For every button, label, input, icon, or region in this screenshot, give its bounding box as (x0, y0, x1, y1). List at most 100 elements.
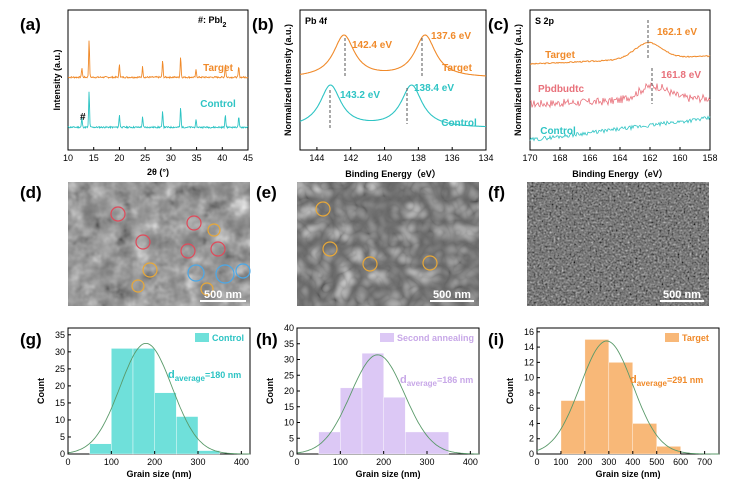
panel-c: (c) S 2p 162.1 eV 161.8 eV Target Pbdbud… (488, 9, 718, 179)
tick-label: 0 (289, 449, 294, 459)
tick-label: 500 (649, 457, 664, 467)
tick-label: 8 (529, 388, 534, 398)
panel-e-scale-label: 500 nm (433, 289, 471, 301)
panel-d-scale-label: 500 nm (204, 289, 242, 301)
tick-label: 700 (697, 457, 712, 467)
panel-b-xticks: 144 142 140 138 136 134 (309, 147, 494, 163)
panel-h-letter: (h) (256, 330, 278, 349)
panel-i-ylabel: Count (505, 378, 515, 404)
panel-f-scale-label: 500 nm (663, 289, 701, 301)
tick-label: 300 (419, 457, 434, 467)
panel-c-label-control: Control (540, 126, 576, 137)
tick-label: 20 (55, 381, 65, 391)
panel-b-control-trace (299, 84, 486, 128)
tick-label: 20 (284, 386, 294, 396)
tick-label: 45 (243, 153, 253, 163)
panel-c-xlabel: Binding Energy（eV） (572, 169, 668, 179)
panel-g-legend: Control (212, 333, 244, 343)
histogram-bar (656, 446, 681, 455)
panel-g-bars (89, 348, 220, 455)
tick-label: 100 (333, 457, 348, 467)
tick-label: 16 (524, 327, 534, 337)
histogram-bar (383, 397, 406, 455)
histogram-bar (176, 416, 199, 455)
tick-label: 300 (190, 457, 205, 467)
panel-c-pbdbudtc-trace (529, 82, 711, 109)
tick-label: 35 (192, 153, 202, 163)
panel-h-ticks: 0 100 200 300 400 0 5 10 15 20 25 30 35 40 (284, 323, 478, 467)
panel-c-letter: (c) (488, 15, 509, 34)
panel-d-circles (110, 206, 251, 296)
panel-c-ylabel: Normalized Intensity (a.u.) (513, 24, 523, 136)
panel-a: (a) #: PbI2 Target Control # 10 15 20 25 30 3… (20, 9, 253, 177)
panel-a-marker: # (80, 112, 86, 123)
tick-label: 4 (529, 418, 534, 428)
panel-a-frame (67, 9, 249, 151)
tick-label: 164 (612, 153, 627, 163)
tick-label: 136 (445, 153, 460, 163)
tick-label: 600 (673, 457, 688, 467)
panel-f-letter: (f) (488, 183, 505, 202)
panel-h-fit-curve (296, 354, 479, 455)
tick-label: 14 (524, 342, 534, 352)
tick-label: 134 (478, 153, 493, 163)
tick-label: 30 (166, 153, 176, 163)
tick-label: 160 (672, 153, 687, 163)
panel-h: (h) Second annealing daverage=186 nm 0 10… (256, 323, 480, 479)
tick-label: 25 (55, 364, 65, 374)
panel-a-xticks: 10 15 20 25 30 35 40 45 (63, 147, 253, 163)
tick-label: 12 (524, 357, 534, 367)
tick-label: 200 (147, 457, 162, 467)
panel-b-peak-label: 138.4 eV (414, 83, 454, 94)
tick-label: 400 (463, 457, 478, 467)
tick-label: 400 (234, 457, 249, 467)
panel-e-letter: (e) (256, 183, 277, 202)
tick-label: 166 (582, 153, 597, 163)
histogram-bar (89, 443, 112, 455)
panel-b-title: Pb 4f (305, 16, 328, 26)
histogram-bar (361, 353, 384, 455)
panel-e: (e) 500 nm (256, 182, 479, 306)
panel-a-ylabel: Intensity (a.u.) (52, 49, 62, 110)
panel-b-ylabel: Normalized Intensity (a.u.) (283, 24, 293, 136)
tick-label: 6 (529, 403, 534, 413)
tick-label: 200 (577, 457, 592, 467)
tick-label: 35 (284, 339, 294, 349)
panel-d-sem-image (68, 182, 250, 306)
panel-g-xlabel: Grain size (nm) (126, 469, 191, 479)
tick-label: 0 (529, 449, 534, 459)
panel-h-average: daverage=186 nm (400, 374, 473, 388)
tick-label: 10 (55, 415, 65, 425)
panel-h-legend: Second annealing (397, 333, 474, 343)
tick-label: 15 (89, 153, 99, 163)
tick-label: 30 (55, 347, 65, 357)
panel-f: (f) 500 nm (488, 182, 709, 306)
tick-label: 100 (104, 457, 119, 467)
panel-b-label-target: Target (442, 63, 472, 74)
histogram-bar (132, 348, 155, 455)
panel-g-ylabel: Count (36, 378, 46, 404)
panel-g: (g) Control daverage=180 nm 0 100 200 300 40… (20, 327, 251, 479)
panel-i-bars (560, 339, 681, 455)
tick-label: 5 (60, 432, 65, 442)
panel-g-ticks: 0 100 200 300 400 0 5 10 15 20 25 30 35 (55, 330, 249, 467)
panel-b-letter: (b) (252, 15, 274, 34)
panel-b-frame (299, 9, 487, 151)
panel-b-peak-label: 142.4 eV (352, 40, 392, 51)
tick-label: 162 (642, 153, 657, 163)
tick-label: 0 (534, 457, 539, 467)
tick-label: 142 (343, 153, 358, 163)
tick-label: 15 (284, 402, 294, 412)
tick-label: 0 (294, 457, 299, 467)
tick-label: 400 (625, 457, 640, 467)
tick-label: 30 (284, 355, 294, 365)
panel-b-label-control: Control (441, 118, 477, 129)
panel-h-ylabel: Count (265, 378, 275, 404)
panel-h-legend-swatch (380, 333, 394, 342)
panel-i-letter: (i) (488, 330, 504, 349)
tick-label: 10 (524, 373, 534, 383)
tick-label: 100 (553, 457, 568, 467)
tick-label: 140 (377, 153, 392, 163)
tick-label: 2 (529, 434, 534, 444)
panel-c-control-trace (529, 115, 711, 142)
